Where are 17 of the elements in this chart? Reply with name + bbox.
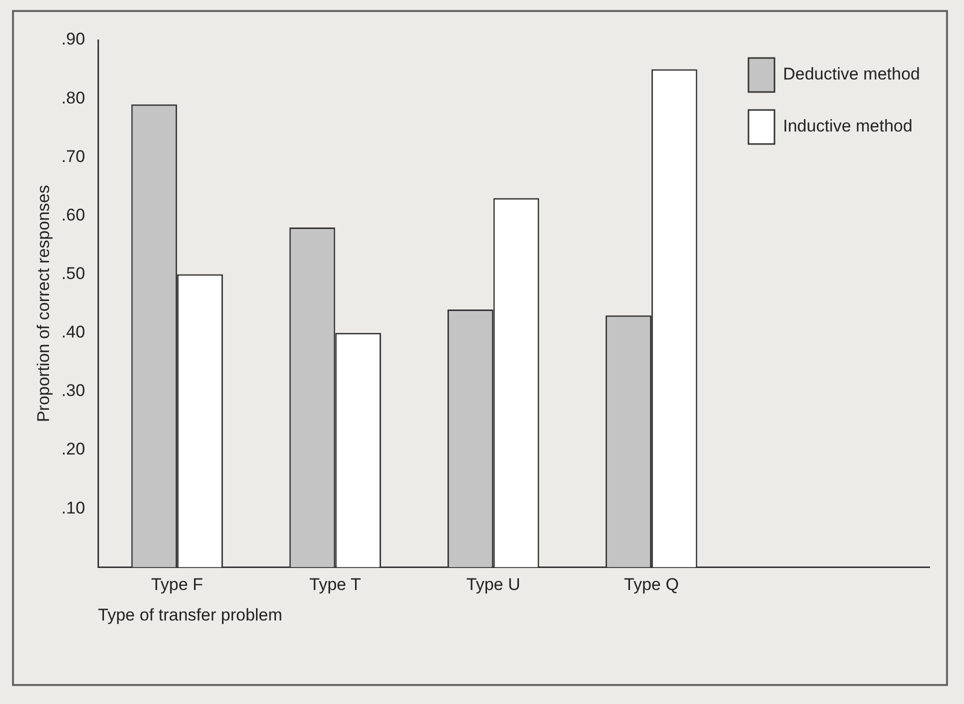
y-tick-label: .80 xyxy=(61,88,86,108)
y-tick-label: .90 xyxy=(61,30,86,49)
x-axis-title: Type of transfer problem xyxy=(98,605,282,624)
legend-label: Deductive method xyxy=(782,64,920,84)
y-tick-label: .30 xyxy=(61,381,86,400)
y-tick-label: .60 xyxy=(61,205,86,224)
y-tick-label: .40 xyxy=(61,322,86,342)
y-tick-label: .10 xyxy=(61,498,86,518)
x-tick-label: Type F xyxy=(151,575,204,594)
x-tick-label: Type U xyxy=(466,575,520,594)
y-tick-label: .70 xyxy=(61,146,86,166)
y-axis-title: Proportion of correct responses xyxy=(34,185,53,422)
legend-label: Inductive method xyxy=(782,116,912,136)
y-tick-label: .20 xyxy=(61,440,86,459)
y-tick-label: .50 xyxy=(61,264,86,283)
x-tick-label: Type T xyxy=(309,575,362,594)
x-tick-label: Type Q xyxy=(624,575,679,594)
